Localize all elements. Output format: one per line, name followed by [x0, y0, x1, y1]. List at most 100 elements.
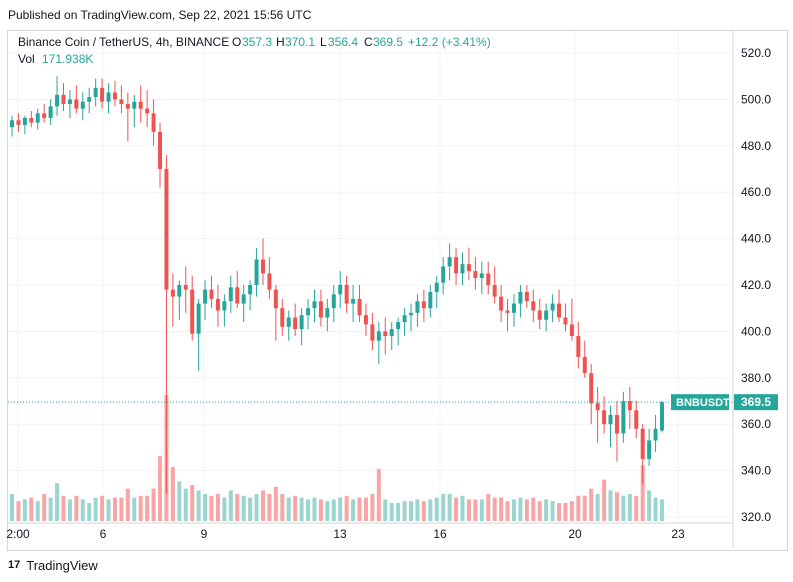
volume-bar [80, 499, 85, 521]
candle-body [209, 289, 214, 299]
grid-lines [8, 31, 733, 523]
y-tick-label: 440.0 [741, 232, 771, 246]
volume-bar [248, 497, 253, 521]
candle-body [106, 92, 111, 102]
candle-body [248, 285, 253, 295]
legend-open: 357.3 [242, 35, 272, 49]
candle-body [196, 303, 201, 334]
legend-close-label: C [364, 35, 373, 49]
candle-body [627, 401, 632, 411]
volume-bar [441, 494, 446, 521]
candle-body [222, 301, 227, 311]
volume-bar [660, 499, 664, 521]
volume-bar [582, 495, 587, 521]
candle-body [61, 94, 66, 105]
volume-bar [312, 497, 317, 521]
legend-change: +12.2 (+3.41%) [408, 35, 491, 49]
candle-body [363, 315, 368, 325]
volume-bar [87, 503, 92, 521]
candle-body [576, 336, 581, 357]
tradingview-logo-icon: 17 [8, 559, 21, 571]
volume-bar [402, 501, 407, 521]
candle-body [421, 301, 426, 309]
x-tick-label: 6 [100, 527, 107, 541]
y-tick-label: 340.0 [741, 464, 771, 478]
volume-bar [254, 494, 259, 521]
x-tick-label: 13 [333, 527, 347, 541]
volume-bar [518, 497, 523, 521]
candle-body [550, 303, 555, 311]
legend-low-label: L [320, 35, 327, 49]
y-tick-label: 520.0 [741, 46, 771, 60]
volume-bar [351, 499, 356, 521]
legend-high-label: H [276, 35, 285, 49]
volume-bar [608, 490, 613, 521]
volume-bar [479, 499, 484, 521]
volume-bar [370, 494, 375, 521]
candle-body [428, 291, 433, 309]
y-tick-label: 320.0 [741, 510, 771, 524]
volume-bar [409, 501, 414, 521]
volume-bar [42, 494, 47, 521]
candle-body [132, 101, 137, 109]
candle-body [473, 271, 478, 279]
candle-body [306, 308, 311, 316]
volume-bar [61, 495, 66, 521]
candle-body [595, 403, 600, 411]
candle-body [16, 120, 21, 125]
candle-body [293, 317, 298, 330]
volume-bar [325, 501, 330, 521]
candle-body [190, 289, 195, 334]
volume-bar [550, 501, 555, 521]
legend: Binance Coin / TetherUS, 4h, BINANCE O 3… [18, 35, 491, 66]
volume-bar [338, 497, 343, 521]
volume-bar [473, 499, 478, 521]
candle-body [203, 289, 208, 304]
candle-body [660, 402, 664, 431]
candle-body [544, 310, 549, 320]
candle-body [563, 317, 568, 325]
volume-bar [203, 494, 208, 521]
volume-bar [634, 495, 639, 521]
volume-bar [627, 494, 632, 521]
price-axis: 520.0 500.0 480.0 460.0 440.0 420.0 400.0 380.0… [741, 46, 771, 524]
candle-body [228, 287, 233, 302]
candle-body [93, 87, 98, 98]
volume-bar [10, 494, 14, 521]
candle-body [145, 108, 150, 114]
candle-body [344, 285, 349, 304]
price-tag-bg [734, 394, 778, 411]
legend-vol: 171.938K [42, 52, 93, 66]
candle-body [524, 291, 529, 302]
candle-body [241, 294, 246, 304]
candle-body [589, 373, 594, 404]
legend-vol-label: Vol [18, 52, 35, 66]
volume-bar [183, 488, 188, 521]
candle-body [299, 315, 304, 330]
volume-bar [35, 501, 40, 521]
volume-bar [48, 497, 53, 521]
volume-bar [228, 490, 233, 521]
x-tick-label: 9 [201, 527, 208, 541]
candle-body [434, 282, 439, 292]
candle-body [138, 101, 143, 109]
x-tick-label: 20 [568, 527, 582, 541]
candle-body [479, 273, 484, 279]
candle-body [87, 97, 92, 102]
candle-body [634, 410, 639, 429]
candle-body [537, 310, 542, 320]
candle-body [621, 401, 626, 434]
candle-body [602, 410, 607, 425]
volume-bar [428, 499, 433, 521]
volume-bar [357, 497, 362, 521]
candle-body [441, 266, 446, 283]
candle-body [582, 356, 587, 374]
volume-bar [396, 503, 401, 521]
volume-bar [653, 497, 658, 521]
candle-body [22, 117, 27, 125]
candle-body [48, 106, 53, 118]
y-tick-label: 360.0 [741, 417, 771, 431]
candle-body [608, 414, 613, 425]
price-tag: BNBUSDT 369.5 [671, 394, 778, 411]
